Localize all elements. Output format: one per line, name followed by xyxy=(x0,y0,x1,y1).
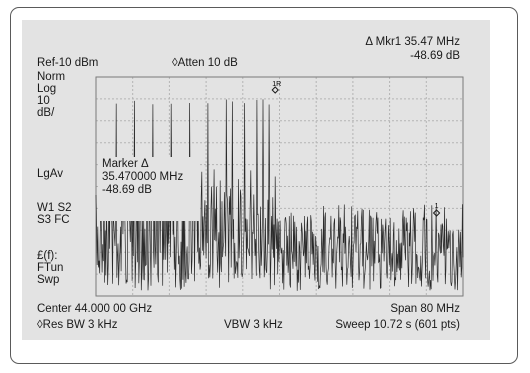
scale-log: Log xyxy=(37,83,57,95)
marker-group: 1R 1 xyxy=(271,81,441,217)
func-swp: Swp xyxy=(37,274,60,286)
trace-labels: W1 S2 S3 FC xyxy=(37,202,72,226)
ref-level: Ref-10 dBm xyxy=(37,57,99,69)
marker-box-amplitude: -48.69 dB xyxy=(102,184,152,196)
trace-w1s2: W1 S2 xyxy=(37,202,72,214)
ref-marker-diamond[interactable] xyxy=(271,86,279,94)
scale-labels: Norm Log 10 dB/ xyxy=(37,71,65,119)
scale-value: 10 xyxy=(37,95,50,107)
instrument-frame xyxy=(10,7,518,364)
marker-info-box: Marker Δ 35.470000 MHz -48.69 dB xyxy=(99,157,199,221)
delta-marker-label: 1 xyxy=(435,203,439,210)
sweep: Sweep 10.72 s (601 pts) xyxy=(335,319,460,331)
func-ftun: FTun xyxy=(37,262,64,274)
attenuation: ◊Atten 10 dB xyxy=(172,57,238,69)
spectrum-svg: 1R 1 xyxy=(95,76,464,297)
scale-norm: Norm xyxy=(37,71,66,83)
marker-box-title: Marker Δ xyxy=(102,158,149,170)
span: Span 80 MHz xyxy=(390,303,460,315)
res-bw: ◊Res BW 3 kHz xyxy=(37,319,118,331)
ref-marker-label: 1R xyxy=(272,81,281,88)
func-f: £(f): xyxy=(37,250,58,262)
center-frequency: Center 44.000 00 GHz xyxy=(37,303,153,315)
function-labels: £(f): FTun Swp xyxy=(37,250,63,286)
trace-s3fc: S3 FC xyxy=(37,214,70,226)
graticule-border xyxy=(95,76,464,297)
spectrum-plot: 1R 1 xyxy=(95,76,464,297)
marker-readout: Δ Mkr1 35.47 MHz xyxy=(365,36,460,48)
delta-marker-diamond[interactable] xyxy=(432,209,441,217)
marker-box-frequency: 35.470000 MHz xyxy=(102,171,184,183)
scale-unit: dB/ xyxy=(37,107,55,119)
graticule xyxy=(95,76,464,297)
marker-amplitude: -48.69 dB xyxy=(410,50,460,62)
vbw: VBW 3 kHz xyxy=(224,319,283,331)
avg-label: LgAv xyxy=(37,168,64,180)
